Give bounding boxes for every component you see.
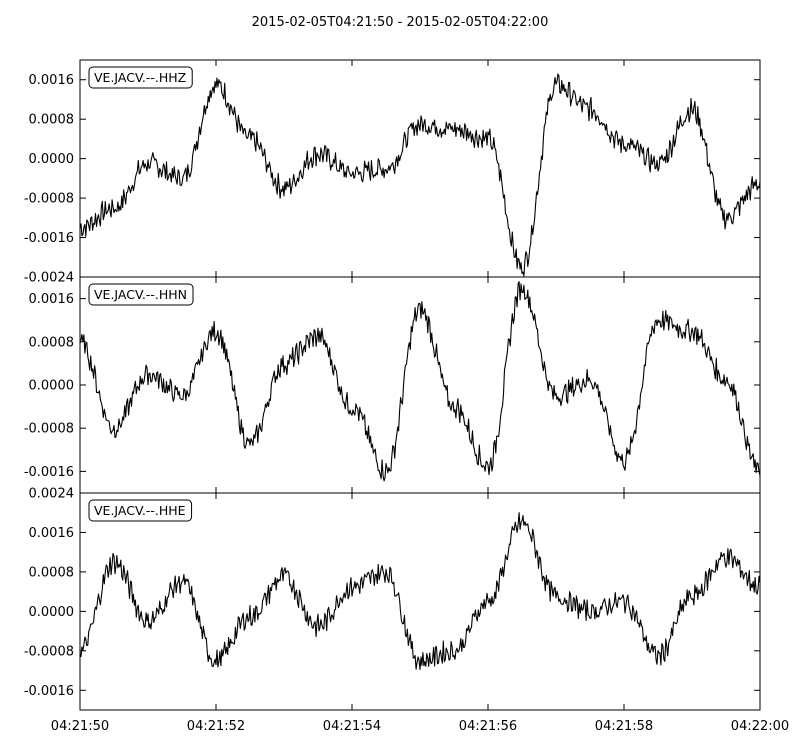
trace-label: VE.JACV.--.HHN — [94, 287, 187, 302]
y-tick-label: 0.0024 — [29, 487, 75, 502]
y-tick-label: 0.0000 — [29, 379, 75, 394]
x-tick-label: 04:21:54 — [323, 719, 381, 734]
x-tick-label: 04:21:56 — [459, 719, 517, 734]
waveform-trace — [79, 512, 761, 671]
trace-label-box — [88, 499, 193, 522]
y-tick-label: 0.0000 — [29, 605, 75, 620]
y-tick-label: 0.0008 — [29, 113, 75, 128]
y-tick-label: 0.0008 — [29, 565, 75, 580]
waveform-trace — [79, 281, 761, 482]
y-tick-label: 0.0016 — [29, 73, 75, 88]
trace-panel-1: 0.0016 0.0008 0.0000 -0.0008 -0.0016 -0.0024 V… — [24, 59, 761, 286]
y-tick-label: -0.0008 — [24, 192, 74, 207]
x-tick-label: 04:21:50 — [51, 719, 109, 734]
x-tick-label: 04:21:58 — [595, 719, 653, 734]
y-tick-label: -0.0016 — [24, 684, 74, 699]
trace-panel-2: 0.0016 0.0008 0.0000 -0.0008 -0.0016 VE.JACV.… — [24, 276, 761, 494]
trace-label-box — [88, 283, 194, 306]
y-tick-label: -0.0016 — [24, 231, 74, 246]
y-tick-label: 0.0000 — [29, 152, 75, 167]
y-tick-label: -0.0024 — [24, 271, 74, 286]
trace-panel-3: 0.0024 0.0016 0.0008 0.0000 -0.0008 -0.0016 VE… — [24, 487, 761, 711]
trace-label: VE.JACV.--.HHE — [94, 503, 186, 518]
y-tick-label: 0.0008 — [29, 335, 75, 350]
axes-frame — [79, 492, 761, 711]
y-tick-label: 0.0016 — [29, 292, 75, 307]
waveform-trace — [79, 73, 761, 277]
trace-label: VE.JACV.--.HHZ — [94, 70, 186, 85]
y-tick-label: -0.0008 — [24, 422, 74, 437]
x-tick-label: 04:22:00 — [731, 719, 789, 734]
y-tick-label: 0.0016 — [29, 526, 75, 541]
x-tick-label: 04:21:52 — [187, 719, 245, 734]
y-tick-label: -0.0016 — [24, 465, 74, 480]
figure-title: 2015-02-05T04:21:50 - 2015-02-05T04:22:0… — [252, 15, 549, 30]
trace-label-box — [88, 66, 193, 89]
y-tick-label: -0.0008 — [24, 644, 74, 659]
